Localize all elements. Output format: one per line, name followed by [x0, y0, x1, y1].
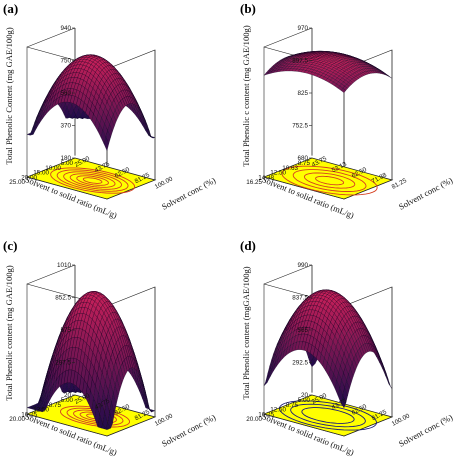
chart-panel-b: 680 752.5 825 897.5 970 43.75 53.13 62.50 71.88 8… [237, 0, 474, 237]
z-tick-label: 565 [297, 327, 308, 334]
y-tick-label: 14.38 [258, 174, 274, 181]
y-tick-label: 5.00 [298, 397, 311, 404]
contour-line [281, 165, 378, 196]
y-tick-label: 16.25 [246, 179, 262, 186]
z-tick-label: 852.5 [55, 295, 71, 302]
x-tick-label: 81.25 [391, 177, 409, 191]
y-tick-label: 10.00 [45, 165, 61, 172]
y-tick-label: 10.63 [282, 165, 298, 172]
z-tick-label: 370 [60, 123, 71, 130]
contour-line [292, 169, 367, 192]
contour-line [303, 172, 356, 189]
y-tick-label: 12.50 [270, 407, 286, 414]
z-tick-label: 292.5 [292, 360, 308, 367]
z-tick-label: 680 [297, 155, 308, 162]
contour-line [315, 175, 345, 186]
z-axis-title: Total Phenolic content (mgGAE/100g) [241, 266, 251, 399]
contour-line [69, 173, 116, 188]
y-tick-label: 8.75 [49, 402, 62, 409]
panel-label: (d) [240, 238, 256, 253]
contour-line [301, 407, 355, 424]
z-tick-label: 825 [297, 90, 308, 97]
y-tick-label: 20.00 [21, 174, 37, 181]
z-tick-label: 970 [297, 25, 308, 32]
response-surface [26, 291, 156, 430]
response-surface [263, 50, 393, 93]
y-tick-label: 12.50 [33, 407, 49, 414]
contour-line [290, 403, 366, 428]
contour-line [76, 175, 109, 186]
y-tick-label: 20.00 [9, 416, 25, 423]
z-tick-label: 180 [60, 155, 71, 162]
z-tick-label: 575 [60, 327, 71, 334]
z-tick-label: 990 [297, 262, 308, 269]
z-tick-label: 1010 [57, 262, 72, 269]
y-tick-label: 8.75 [298, 160, 311, 167]
y-tick-label: 25.00 [9, 179, 25, 186]
x-tick-label: 100.00 [154, 412, 175, 427]
chart-panel-d: 20 292.5 565 837.5 990 25.00 43.75 62.50 81.25 10… [237, 237, 474, 474]
y-tick-label: 5.00 [61, 160, 74, 167]
panel-label: (a) [3, 1, 18, 16]
response-surface [263, 289, 393, 409]
y-tick-label: 20.00 [246, 416, 262, 423]
contour-line [63, 171, 122, 190]
z-axis-title: Total Phenolic content (mg GAE/100g) [4, 265, 14, 401]
panel-label: (b) [240, 1, 256, 16]
contour-floor [262, 394, 394, 437]
contour-line [279, 400, 377, 431]
contour-floor [262, 157, 394, 200]
contour-line [56, 169, 129, 192]
z-tick-label: 897.5 [292, 58, 308, 65]
chart-panel-c: 20 297.5 575 852.5 1010 25.00 43.75 62.50 81.25 1… [0, 237, 237, 474]
x-tick-label: 100.00 [391, 412, 412, 427]
y-tick-label: 15.00 [33, 170, 49, 177]
z-tick-label: 940 [60, 25, 71, 32]
y-tick-label: 5.00 [61, 397, 74, 404]
z-tick-label: 20 [64, 392, 72, 399]
panel-label: (c) [3, 238, 17, 253]
z-tick-label: 750 [60, 58, 71, 65]
z-tick-label: 752.5 [292, 123, 308, 130]
response-surface [26, 54, 156, 152]
y-tick-label: 8.75 [286, 402, 299, 409]
y-tick-label: 16.25 [258, 411, 274, 418]
y-tick-label: 12.50 [270, 170, 286, 177]
z-tick-label: 297.5 [55, 360, 71, 367]
z-tick-label: 20 [301, 392, 309, 399]
contour-line [50, 167, 135, 194]
z-tick-label: 837.5 [292, 295, 308, 302]
z-axis-title: Total Phenolic c content (mg GAE/100g) [241, 25, 251, 167]
x-tick-label: 100.00 [154, 175, 175, 190]
contour-floor [25, 157, 157, 200]
z-axis-title: Total Phenolic Content (mg GAE/100g) [4, 27, 14, 164]
y-tick-label: 16.25 [21, 411, 37, 418]
contour-line [82, 177, 103, 184]
chart-panel-a: 180 370 560 750 940 25.00 43.75 62.50 81.25 100.0… [0, 0, 237, 237]
z-tick-label: 560 [60, 90, 71, 97]
